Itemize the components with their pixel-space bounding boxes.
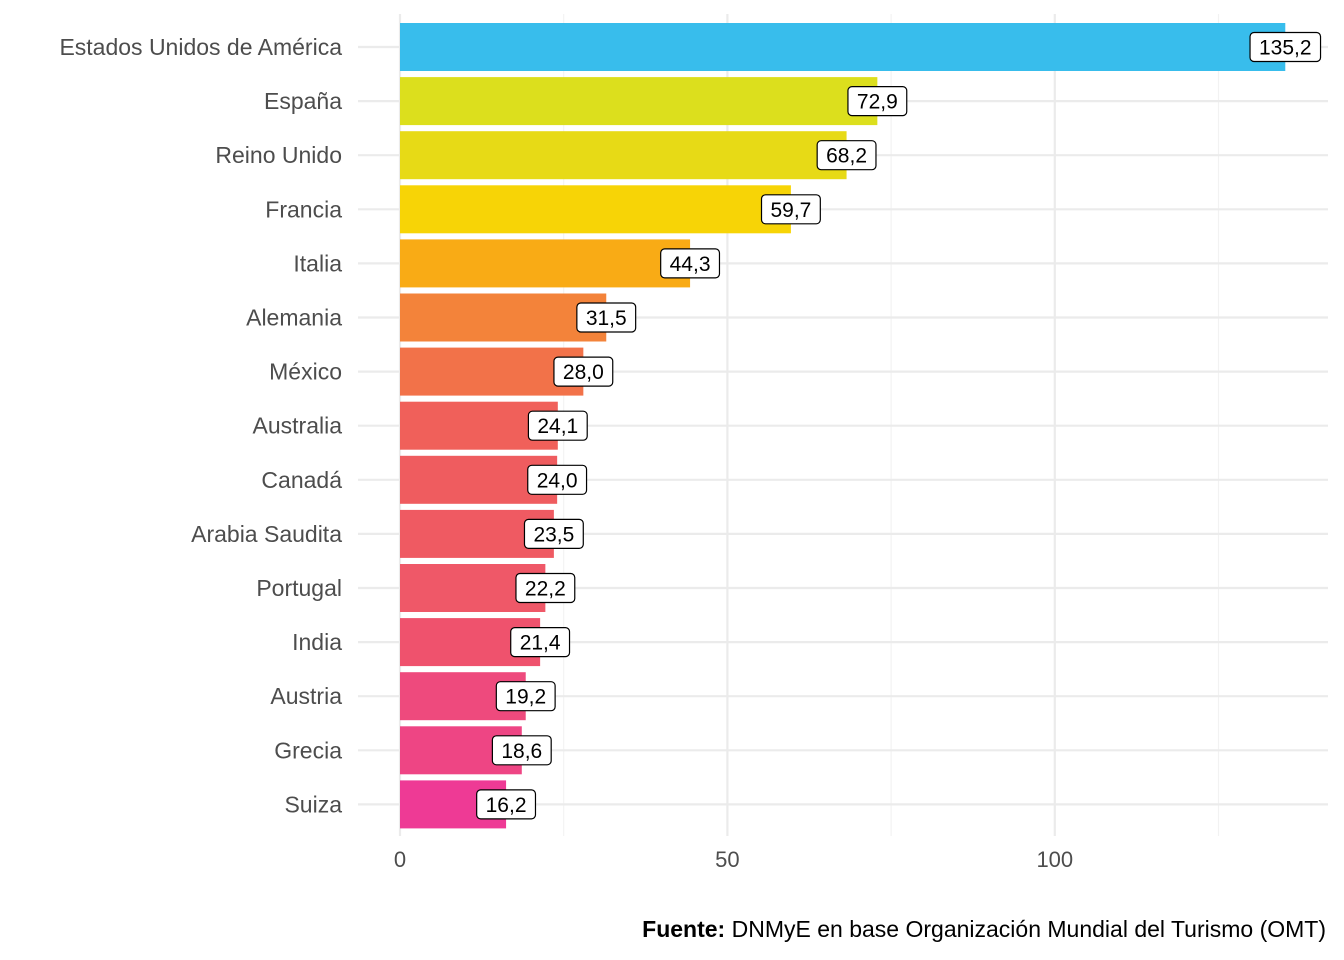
value-label: 28,0 [563, 361, 604, 384]
category-label: Suiza [284, 791, 342, 817]
category-label: Italia [293, 250, 342, 276]
category-label: Francia [265, 196, 342, 222]
value-label: 23,5 [533, 523, 574, 546]
bar [400, 77, 878, 126]
value-label-box [847, 85, 908, 117]
bar [400, 185, 791, 234]
category-label: India [292, 629, 342, 655]
value-label-box [553, 356, 614, 387]
value-label: 68,2 [826, 145, 867, 168]
category-label: Grecia [274, 737, 342, 763]
value-label: 24,0 [537, 469, 578, 492]
value-label-box [510, 626, 571, 658]
x-axis-ticks: 0 50 100 [394, 847, 1073, 872]
value-label-box [515, 572, 576, 604]
value-label-box [527, 410, 588, 441]
value-label: 135,2 [1259, 37, 1312, 60]
category-label: España [264, 88, 342, 114]
category-label: Estados Unidos de América [59, 34, 342, 60]
value-label-box [816, 140, 877, 171]
x-tick-label: 100 [1036, 847, 1073, 872]
category-label: Austria [270, 683, 342, 709]
value-label-box [491, 735, 552, 766]
bar [400, 293, 607, 342]
source-caption-bold: Fuente: [642, 916, 726, 942]
value-label-box [476, 789, 537, 820]
value-labels: 135,2 72,9 68,2 59,7 44,3 31,5 28,0 24,1 24,0 23,… [476, 31, 1322, 820]
value-label: 44,3 [670, 253, 711, 276]
x-tick-label: 50 [715, 847, 739, 872]
value-label: 18,6 [501, 740, 542, 763]
value-label: 16,2 [486, 794, 527, 817]
category-label: Alemania [246, 305, 342, 331]
value-label-box [523, 518, 584, 550]
value-label-box [527, 464, 588, 495]
value-label: 22,2 [525, 578, 566, 601]
category-label: México [269, 359, 342, 385]
category-label: Arabia Saudita [191, 521, 342, 547]
x-tick-label: 0 [394, 847, 406, 872]
value-label: 59,7 [770, 199, 811, 222]
category-label: Canadá [261, 467, 342, 493]
source-caption-text: DNMyE en base Organización Mundial del T… [725, 916, 1326, 942]
value-label: 19,2 [505, 686, 546, 709]
value-label-box [495, 681, 556, 712]
value-label: 24,1 [537, 415, 578, 438]
bar [400, 239, 691, 288]
bar [400, 23, 1286, 71]
category-label: Portugal [256, 575, 342, 601]
value-label: 72,9 [857, 91, 898, 114]
category-label: Australia [253, 413, 343, 439]
value-label: 21,4 [520, 632, 561, 655]
category-labels: Estados Unidos de América España Reino Uni… [59, 34, 342, 817]
value-label-box [576, 302, 637, 333]
source-caption: Fuente: DNMyE en base Organización Mundi… [642, 916, 1326, 943]
category-label: Reino Unido [215, 142, 342, 168]
value-label-box [1249, 31, 1322, 63]
bar [400, 347, 584, 396]
value-label: 31,5 [586, 307, 627, 330]
bar [400, 131, 847, 180]
value-label-box [660, 248, 721, 279]
bars [400, 23, 1286, 829]
value-label-box [760, 194, 821, 225]
